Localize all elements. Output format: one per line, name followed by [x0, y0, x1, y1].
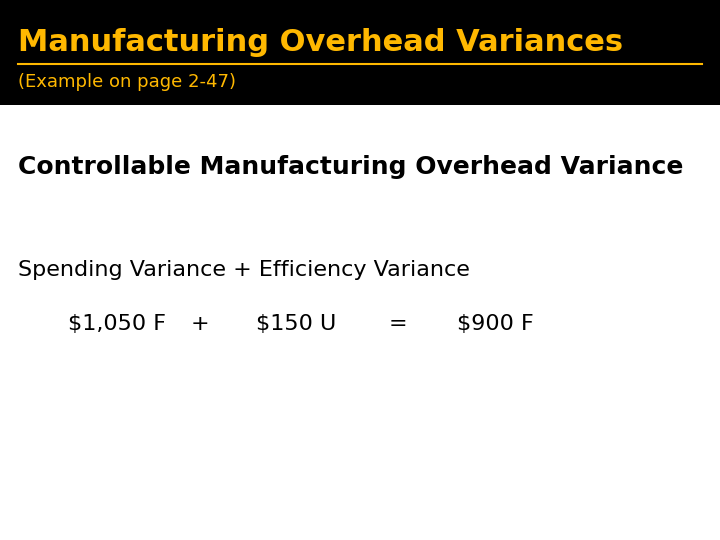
Text: $900 F: $900 F	[457, 314, 534, 334]
Text: +: +	[191, 314, 210, 334]
Text: $150 U: $150 U	[256, 314, 336, 334]
Text: =: =	[389, 314, 408, 334]
Text: Controllable Manufacturing Overhead Variance: Controllable Manufacturing Overhead Vari…	[18, 156, 683, 179]
Text: $1,050 F: $1,050 F	[68, 314, 166, 334]
Text: Manufacturing Overhead Variances: Manufacturing Overhead Variances	[18, 28, 623, 57]
Text: (Example on page 2-47): (Example on page 2-47)	[18, 73, 236, 91]
Bar	[0, 0, 720, 105]
Text: Spending Variance + Efficiency Variance: Spending Variance + Efficiency Variance	[18, 260, 470, 280]
